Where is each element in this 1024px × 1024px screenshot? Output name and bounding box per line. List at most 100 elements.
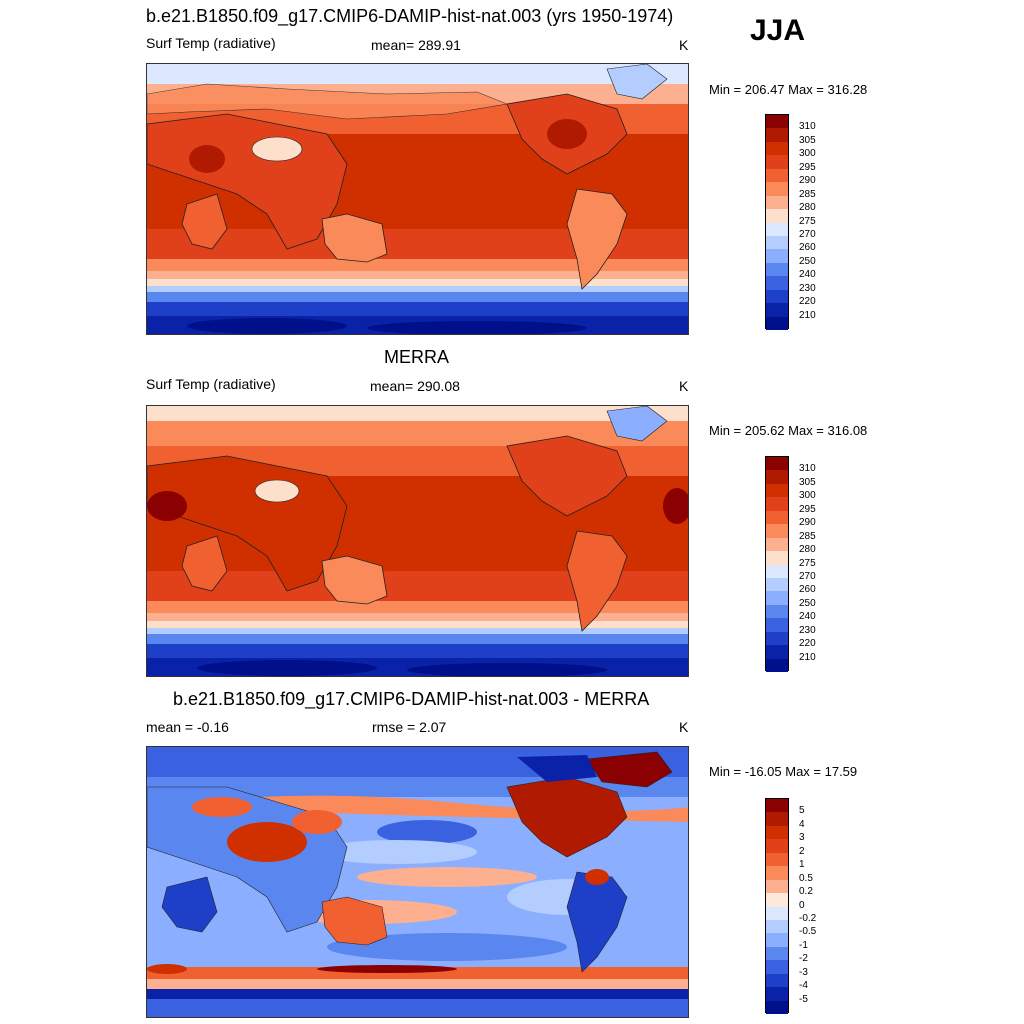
colorbar-label: 1	[799, 859, 805, 871]
colorbar-label: 5	[799, 805, 805, 817]
colorbar-swatch	[766, 577, 788, 592]
colorbar-label: 210	[799, 651, 816, 663]
colorbar-swatch	[766, 235, 788, 250]
colorbar-swatch	[766, 470, 788, 484]
colorbar-swatch	[766, 631, 788, 646]
colorbar-swatch	[766, 812, 788, 826]
colorbar-swatch	[766, 497, 788, 511]
colorbar-label: 295	[799, 503, 816, 515]
colorbar-label: 3	[799, 832, 805, 844]
panel-2-minmax: Min = 205.62 Max = 316.08	[709, 423, 868, 438]
panel-1-variable-label: Surf Temp (radiative)	[146, 35, 276, 51]
colorbar-swatch	[766, 973, 788, 988]
panel-1-map	[146, 63, 689, 335]
colorbar-label: 260	[799, 584, 816, 596]
colorbar-swatch	[766, 919, 788, 934]
colorbar-swatch	[766, 960, 788, 974]
colorbar-swatch	[766, 141, 788, 156]
colorbar-swatch	[766, 658, 788, 672]
colorbar-label: 305	[799, 476, 816, 488]
colorbar-swatch	[766, 604, 788, 619]
panel-1-colorbar	[765, 114, 789, 330]
colorbar-swatch	[766, 866, 788, 880]
colorbar-label: -1	[799, 939, 808, 951]
colorbar-label: -5	[799, 993, 808, 1005]
colorbar-swatch	[766, 316, 788, 330]
colorbar-swatch	[766, 168, 788, 183]
colorbar-swatch	[766, 879, 788, 894]
panel-2-mean-label: mean= 290.08	[370, 378, 460, 394]
colorbar-swatch	[766, 839, 788, 853]
colorbar-swatch	[766, 799, 788, 813]
colorbar-swatch	[766, 457, 788, 471]
colorbar-swatch	[766, 155, 788, 169]
colorbar-swatch	[766, 289, 788, 304]
colorbar-swatch	[766, 987, 788, 1001]
colorbar-swatch	[766, 551, 788, 565]
colorbar-swatch	[766, 825, 788, 840]
colorbar-label: 270	[799, 228, 816, 240]
colorbar-swatch	[766, 591, 788, 605]
panel-3-colorbar	[765, 798, 789, 1014]
colorbar-label: 250	[799, 597, 816, 609]
colorbar-label: 275	[799, 557, 816, 569]
colorbar-label: -3	[799, 966, 808, 978]
colorbar-label: 295	[799, 161, 816, 173]
panel-3-mean-label: mean = -0.16	[146, 719, 229, 735]
colorbar-label: -0.2	[799, 912, 817, 924]
panel-2-title: MERRA	[384, 347, 450, 367]
colorbar-label: -2	[799, 953, 808, 965]
colorbar-label: 260	[799, 242, 816, 254]
colorbar-swatch	[766, 852, 788, 867]
colorbar-label: 300	[799, 148, 816, 160]
colorbar-swatch	[766, 645, 788, 659]
panel-2-variable-label: Surf Temp (radiative)	[146, 376, 276, 392]
colorbar-label: -4	[799, 980, 808, 992]
colorbar-label: 240	[799, 611, 816, 623]
colorbar-swatch	[766, 209, 788, 223]
colorbar-swatch	[766, 249, 788, 263]
colorbar-swatch	[766, 222, 788, 236]
colorbar-label: 300	[799, 490, 816, 502]
panel-1-title: b.e21.B1850.f09_g17.CMIP6-DAMIP-hist-nat…	[146, 6, 674, 26]
panel-3-units: K	[679, 719, 689, 735]
colorbar-swatch	[766, 262, 788, 277]
panel-1-units: K	[679, 37, 689, 53]
colorbar-swatch	[766, 1000, 788, 1014]
colorbar-label: 220	[799, 296, 816, 308]
colorbar-label: 2	[799, 845, 805, 857]
panel-2-map	[146, 405, 689, 677]
colorbar-label: 290	[799, 517, 816, 529]
panel-3-map	[146, 746, 689, 1018]
panel-3-minmax: Min = -16.05 Max = 17.59	[709, 764, 858, 779]
colorbar-swatch	[766, 303, 788, 317]
panel-2-colorbar	[765, 456, 789, 672]
colorbar-swatch	[766, 618, 788, 632]
colorbar-label: 4	[799, 818, 805, 830]
colorbar-label: 310	[799, 121, 816, 133]
panel-2-units: K	[679, 378, 689, 394]
colorbar-label: 0.2	[799, 886, 813, 898]
colorbar-label: 305	[799, 134, 816, 146]
colorbar-label: 285	[799, 188, 816, 200]
colorbar-swatch	[766, 524, 788, 538]
colorbar-swatch	[766, 946, 788, 961]
colorbar-label: 285	[799, 530, 816, 542]
colorbar-swatch	[766, 276, 788, 290]
colorbar-label: 210	[799, 309, 816, 321]
colorbar-label: 250	[799, 255, 816, 267]
panel-3-rmse-label: rmse = 2.07	[372, 719, 447, 735]
colorbar-swatch	[766, 182, 788, 196]
colorbar-swatch	[766, 483, 788, 498]
panel-1-minmax: Min = 206.47 Max = 316.28	[709, 82, 868, 97]
colorbar-swatch	[766, 115, 788, 129]
colorbar-swatch	[766, 564, 788, 578]
colorbar-label: 0.5	[799, 872, 813, 884]
colorbar-swatch	[766, 906, 788, 920]
colorbar-label: 310	[799, 463, 816, 475]
colorbar-swatch	[766, 537, 788, 552]
colorbar-swatch	[766, 893, 788, 907]
colorbar-label: 270	[799, 570, 816, 582]
panel-3-title: b.e21.B1850.f09_g17.CMIP6-DAMIP-hist-nat…	[173, 689, 650, 709]
panel-1-mean-label: mean= 289.91	[371, 37, 461, 53]
